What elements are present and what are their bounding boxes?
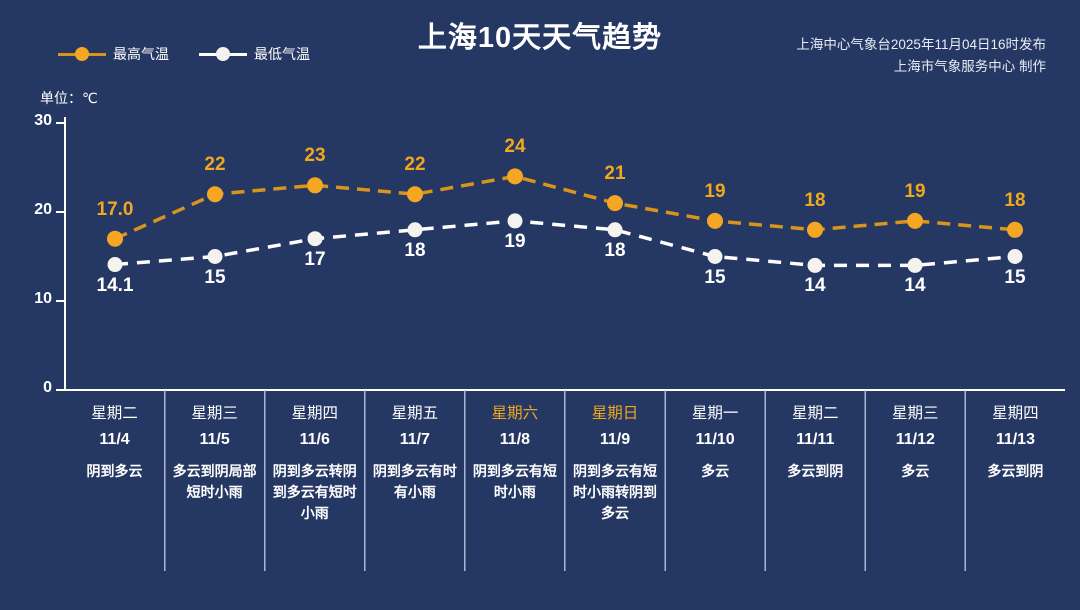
axis-unit-label: 单位：℃ — [40, 90, 98, 106]
legend-item-low: 最低气温 — [199, 44, 310, 64]
day-of-week-label: 星期四 — [992, 405, 1039, 422]
data-point-low — [807, 257, 823, 273]
weather-description: 多云 — [901, 463, 930, 479]
chart-header: 上海10天天气趋势 上海中心气象台2025年11月04日16时发布 上海市气象服… — [0, 0, 1080, 106]
forecast-day-column[interactable]: 星期二 11/4 阴到多云 — [65, 391, 164, 571]
data-label-low: 14.1 — [96, 274, 134, 296]
data-label-high: 18 — [804, 189, 826, 211]
legend-label-high: 最高气温 — [113, 46, 169, 62]
forecast-day-column[interactable]: 星期五 11/7 阴到多云有时有小雨 — [364, 391, 464, 571]
forecast-day-column[interactable]: 星期三 11/5 多云到阴局部短时小雨 — [164, 391, 264, 571]
data-point-low — [507, 213, 523, 229]
data-label-high: 17.0 — [96, 198, 134, 220]
day-of-week-label: 星期四 — [291, 405, 338, 422]
date-label: 11/13 — [995, 431, 1035, 448]
data-label-low: 14 — [904, 275, 926, 297]
day-of-week-label: 星期二 — [791, 405, 839, 422]
weather-description: 多云到阴 — [787, 463, 844, 479]
data-label-low: 15 — [704, 266, 726, 288]
date-label: 11/10 — [695, 431, 735, 448]
data-label-low: 17 — [304, 248, 326, 270]
credit-line-producer: 上海市气象服务中心 制作 — [893, 59, 1046, 74]
data-label-low: 18 — [604, 239, 626, 261]
data-point-low — [907, 257, 923, 273]
data-point-low — [1007, 249, 1023, 264]
weather-description: 阴到多云有短时小雨转阴到多云 — [573, 463, 658, 521]
date-label: 11/12 — [895, 431, 935, 448]
forecast-day-column[interactable]: 星期四 11/6 阴到多云转阴到多云有短时小雨 — [264, 391, 364, 571]
day-of-week-label: 星期五 — [391, 405, 439, 422]
date-label: 11/7 — [399, 431, 430, 448]
y-tick-label: 0 — [43, 379, 52, 396]
legend-label-low: 最低气温 — [254, 46, 310, 62]
weather-description: 多云 — [701, 463, 730, 479]
data-label-low: 15 — [204, 266, 226, 288]
forecast-day-column[interactable]: 星期日 11/9 阴到多云有短时小雨转阴到多云 — [564, 391, 664, 571]
legend-swatch-high-icon — [58, 47, 106, 61]
y-tick-label: 30 — [34, 112, 52, 129]
credits-block: 上海中心气象台2025年11月04日16时发布 上海市气象服务中心 制作 — [796, 34, 1046, 78]
day-of-week-label: 星期六 — [491, 405, 539, 422]
data-point-low — [407, 222, 423, 238]
data-label-high: 22 — [404, 154, 426, 176]
y-tick-label: 10 — [34, 290, 52, 307]
data-point-low — [607, 222, 623, 238]
data-label-low: 19 — [504, 230, 526, 252]
data-point-low — [707, 249, 723, 264]
date-label: 11/8 — [499, 431, 531, 448]
data-point-low — [307, 231, 323, 247]
day-of-week-label: 星期一 — [691, 405, 739, 422]
data-label-high: 23 — [304, 145, 326, 167]
date-label: 11/6 — [299, 431, 330, 448]
data-label-low: 18 — [404, 239, 426, 261]
date-label: 11/11 — [796, 431, 835, 448]
weather-description: 阴到多云有短时小雨 — [472, 463, 557, 500]
date-label: 11/5 — [199, 431, 230, 448]
data-point-high — [507, 168, 523, 185]
data-point-high — [207, 186, 223, 203]
data-point-high — [107, 230, 123, 247]
data-point-low — [107, 257, 123, 273]
forecast-day-column[interactable]: 星期六 11/8 阴到多云有短时小雨 — [464, 391, 564, 571]
forecast-day-column[interactable]: 星期一 11/10 多云 — [664, 391, 765, 571]
data-point-high — [807, 221, 823, 238]
forecast-day-table: 星期二 11/4 阴到多云 星期三 11/5 多云到阴局部短时小雨 星期四 11/6 阴到多云转… — [65, 391, 1065, 571]
data-label-high: 21 — [604, 163, 626, 185]
y-tick-label: 20 — [34, 201, 52, 218]
data-label-high: 18 — [1004, 189, 1026, 211]
data-label-high: 19 — [904, 180, 926, 202]
data-point-high — [907, 212, 923, 229]
forecast-day-column[interactable]: 星期四 11/13 多云到阴 — [964, 391, 1065, 571]
weather-description: 阴到多云有时有小雨 — [372, 463, 457, 500]
forecast-day-column[interactable]: 星期三 11/12 多云 — [864, 391, 965, 571]
day-of-week-label: 星期三 — [191, 405, 238, 422]
data-label-low: 14 — [804, 275, 826, 297]
data-point-low — [207, 249, 223, 264]
weather-description: 多云到阴局部短时小雨 — [172, 463, 257, 500]
credit-line-issuer: 上海中心气象台2025年11月04日16时发布 — [796, 37, 1046, 52]
day-of-week-label: 星期日 — [591, 405, 639, 422]
date-label: 11/4 — [99, 431, 130, 448]
weather-description: 多云到阴 — [987, 463, 1044, 479]
data-label-high: 19 — [704, 180, 726, 202]
data-point-high — [707, 212, 723, 229]
data-point-high — [607, 195, 623, 212]
weather-description: 阴到多云 — [86, 463, 143, 479]
data-label-high: 22 — [204, 154, 226, 176]
weather-description: 阴到多云转阴到多云有短时小雨 — [272, 463, 357, 521]
data-point-high — [307, 177, 323, 194]
page-title: 上海10天天气趋势 — [417, 22, 663, 54]
chart-legend: 最高气温 最低气温 — [58, 44, 310, 64]
data-point-high — [407, 186, 423, 203]
series-line-low — [114, 219, 1016, 268]
forecast-day-column[interactable]: 星期二 11/11 多云到阴 — [764, 391, 865, 571]
data-label-low: 15 — [1004, 266, 1026, 288]
legend-item-high: 最高气温 — [58, 44, 169, 64]
data-point-high — [1007, 221, 1023, 238]
data-label-high: 24 — [504, 136, 526, 158]
date-label: 11/9 — [599, 431, 631, 448]
day-of-week-label: 星期三 — [892, 405, 939, 422]
legend-swatch-low-icon — [199, 47, 247, 61]
day-of-week-label: 星期二 — [91, 405, 138, 422]
